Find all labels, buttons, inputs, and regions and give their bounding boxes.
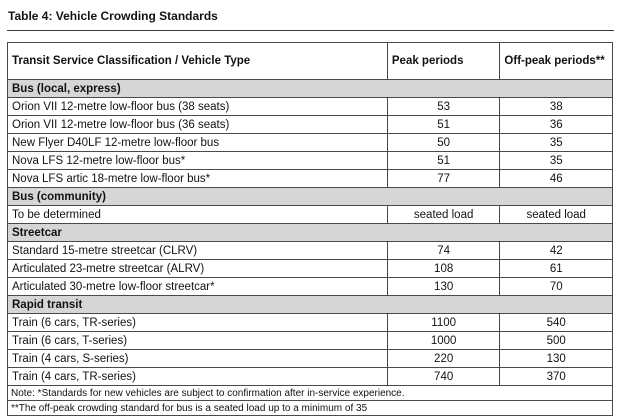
offpeak-value-cell: 61 <box>499 259 613 278</box>
offpeak-value-cell: 70 <box>499 277 613 296</box>
peak-value-cell: 74 <box>386 241 501 260</box>
vehicle-name-cell: Standard 15-metre streetcar (CLRV) <box>7 241 388 260</box>
note-text: Note: *Standards for new vehicles are su… <box>7 385 613 401</box>
table-row: Train (6 cars, T-series) 1000 500 <box>7 331 613 350</box>
peak-value-cell: 108 <box>386 259 501 278</box>
peak-value-cell: 1000 <box>386 331 501 350</box>
vehicle-name-cell: Articulated 23-metre streetcar (ALRV) <box>7 259 388 278</box>
note-row: **The off-peak crowding standard for bus… <box>7 400 613 416</box>
section-row-streetcar: Streetcar <box>7 223 613 242</box>
table-row: Articulated 30-metre low-floor streetcar… <box>7 277 613 296</box>
peak-value-cell: 51 <box>386 151 501 170</box>
peak-value-cell: 51 <box>386 115 501 134</box>
table-row: Orion VII 12-metre low-floor bus (38 sea… <box>7 97 613 116</box>
header-peak-periods: Peak periods <box>386 42 501 80</box>
header-offpeak-periods: Off-peak periods** <box>499 42 613 80</box>
table-row: Nova LFS 12-metre low-floor bus* 51 35 <box>7 151 613 170</box>
peak-value-cell: 220 <box>386 349 501 368</box>
peak-value-cell: 1100 <box>386 313 501 332</box>
offpeak-value-cell: 370 <box>499 367 613 386</box>
offpeak-value-cell: 46 <box>499 169 613 188</box>
peak-value-cell: 53 <box>386 97 501 116</box>
section-label: Bus (local, express) <box>7 79 613 98</box>
vehicle-name-cell: Train (4 cars, S-series) <box>7 349 388 368</box>
table-row: Standard 15-metre streetcar (CLRV) 74 42 <box>7 241 613 260</box>
table-row: New Flyer D40LF 12-metre low-floor bus 5… <box>7 133 613 152</box>
vehicle-crowding-table: Transit Service Classification / Vehicle… <box>7 42 613 416</box>
offpeak-value-cell: 38 <box>499 97 613 116</box>
table-title: Table 4: Vehicle Crowding Standards <box>7 7 614 31</box>
section-row-bus-community: Bus (community) <box>7 187 613 206</box>
offpeak-value-cell: 36 <box>499 115 613 134</box>
table-row: Articulated 23-metre streetcar (ALRV) 10… <box>7 259 613 278</box>
vehicle-name-cell: Orion VII 12-metre low-floor bus (38 sea… <box>7 97 388 116</box>
note-text: **The off-peak crowding standard for bus… <box>7 400 613 416</box>
vehicle-name-cell: Nova LFS 12-metre low-floor bus* <box>7 151 388 170</box>
offpeak-value-cell: seated load <box>499 205 613 224</box>
peak-value-cell: 740 <box>386 367 501 386</box>
header-classification: Transit Service Classification / Vehicle… <box>7 42 388 80</box>
offpeak-value-cell: 35 <box>499 151 613 170</box>
offpeak-value-cell: 130 <box>499 349 613 368</box>
peak-value-cell: 77 <box>386 169 501 188</box>
vehicle-name-cell: Train (4 cars, TR-series) <box>7 367 388 386</box>
vehicle-name-cell: Train (6 cars, TR-series) <box>7 313 388 332</box>
peak-value-cell: seated load <box>386 205 501 224</box>
table-row: Train (4 cars, TR-series) 740 370 <box>7 367 613 386</box>
vehicle-name-cell: New Flyer D40LF 12-metre low-floor bus <box>7 133 388 152</box>
note-row: Note: *Standards for new vehicles are su… <box>7 385 613 401</box>
peak-value-cell: 50 <box>386 133 501 152</box>
offpeak-value-cell: 35 <box>499 133 613 152</box>
vehicle-name-cell: Nova LFS artic 18-metre low-floor bus* <box>7 169 388 188</box>
table-row: To be determined seated load seated load <box>7 205 613 224</box>
vehicle-name-cell: To be determined <box>7 205 388 224</box>
section-label: Streetcar <box>7 223 613 242</box>
table-row: Train (4 cars, S-series) 220 130 <box>7 349 613 368</box>
table-row: Orion VII 12-metre low-floor bus (36 sea… <box>7 115 613 134</box>
table-row: Nova LFS artic 18-metre low-floor bus* 7… <box>7 169 613 188</box>
offpeak-value-cell: 42 <box>499 241 613 260</box>
table-row: Train (6 cars, TR-series) 1100 540 <box>7 313 613 332</box>
peak-value-cell: 130 <box>386 277 501 296</box>
vehicle-name-cell: Orion VII 12-metre low-floor bus (36 sea… <box>7 115 388 134</box>
vehicle-name-cell: Train (6 cars, T-series) <box>7 331 388 350</box>
section-label: Bus (community) <box>7 187 613 206</box>
offpeak-value-cell: 500 <box>499 331 613 350</box>
vehicle-name-cell: Articulated 30-metre low-floor streetcar… <box>7 277 388 296</box>
section-label: Rapid transit <box>7 295 613 314</box>
section-row-rapid-transit: Rapid transit <box>7 295 613 314</box>
section-row-bus-local-express: Bus (local, express) <box>7 79 613 98</box>
offpeak-value-cell: 540 <box>499 313 613 332</box>
header-row: Transit Service Classification / Vehicle… <box>7 42 613 80</box>
